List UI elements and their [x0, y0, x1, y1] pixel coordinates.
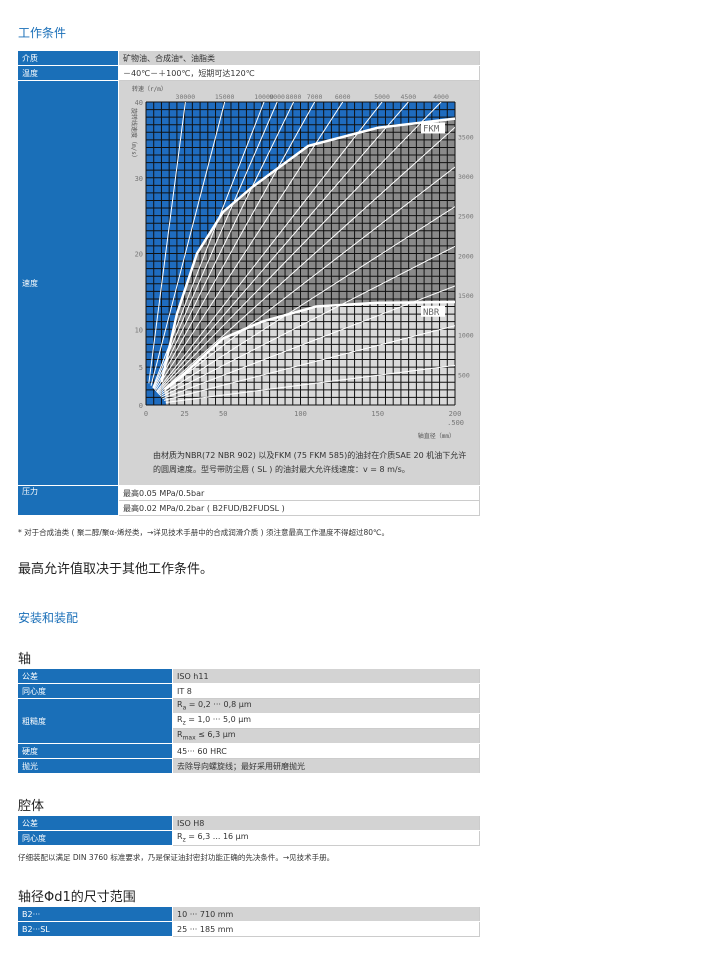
shaft-concentricity-value: IT 8: [172, 683, 480, 699]
rpm-line-5000: [155, 102, 383, 393]
rpm-right-label: 1500: [458, 292, 474, 300]
temperature-value: －40℃－＋100℃，短期可达120℃: [118, 65, 480, 81]
x-tick-label: 0: [144, 410, 148, 418]
housing-tolerance-value: ISO H8: [172, 816, 480, 831]
x-tick-label: 150: [371, 410, 384, 418]
y-tick-label: 5: [139, 364, 143, 372]
speed-caption: 由材质为NBR(72 NBR 902) 以及FKM (75 FKM 585)的油…: [153, 451, 467, 474]
rpm-top-label: 10000: [254, 93, 274, 101]
roughness-rmax: Rmax ≤ 6,3 μm: [172, 728, 480, 744]
roughness-rz: Rz = 1,0 ··· 5,0 μm: [172, 713, 480, 729]
medium-value: 矿物油、合成油*、油脂类: [118, 51, 480, 66]
conditions-table: 介质 矿物油、合成油*、油脂类 温度 －40℃－＋100℃，短期可达120℃ 速度 …: [18, 51, 480, 516]
x-extra-label: .500: [447, 419, 464, 427]
x-axis-label: 轴直径（mm）: [418, 432, 455, 440]
fkm-series-label: FKM: [423, 124, 440, 134]
y-tick-label: 10: [135, 326, 143, 334]
section-title-installation: 安装和装配: [18, 611, 79, 625]
speed-chart: FKM NBR 0 5 10 20 30 40 0 25 50 100 150 200.500 轴直径（mm…: [130, 85, 474, 440]
size-b2sl-label: B2···SL: [18, 921, 173, 937]
shaft-polish-value: 去除导向螺旋线；最好采用研磨抛光: [172, 758, 480, 774]
shaft-tolerance-value: ISO h11: [172, 669, 480, 684]
nbr-region: [164, 301, 455, 405]
rpm-top-label: 15000: [215, 93, 235, 101]
temperature-label: 温度: [18, 65, 119, 81]
footnote: * 对于合成油类 ( 聚二醇/聚α-烯烃类，→详见技术手册中的合成润滑介质 ) …: [18, 528, 389, 537]
x-tick-label: 50: [219, 410, 227, 418]
max-values-note: 最高允许值取决于其他工作条件。: [18, 562, 214, 577]
x-tick-label: 25: [180, 410, 188, 418]
shaft-polish-label: 抛光: [18, 758, 173, 774]
rpm-line-3000: [158, 166, 455, 396]
shaft-hardness-value: 45··· 60 HRC: [172, 743, 480, 759]
section-title-working-conditions: 工作条件: [18, 26, 67, 40]
shaft-roughness-label: 粗糙度: [18, 698, 173, 744]
rpm-top-label: 8000: [286, 93, 302, 101]
nbr-series-label: NBR: [423, 308, 440, 318]
rpm-line-500: [165, 364, 455, 403]
rpm-right-label: 1000: [458, 332, 474, 340]
y-tick-label: 30: [135, 175, 143, 183]
rpm-top-label: 6000: [335, 93, 351, 101]
rpm-line-7000: [154, 102, 316, 390]
rpm-axis-label: 转速（r/m）: [132, 85, 167, 93]
nbr-label-box: [421, 305, 446, 317]
rpm-top-label: 4000: [433, 93, 449, 101]
sizes-title: 轴径Φd1的尺寸范围: [18, 890, 136, 905]
rpm-line-2000: [160, 245, 455, 398]
rpm-line-2500: [159, 206, 455, 397]
rpm-right-label: 2000: [458, 252, 474, 260]
y-tick-label: 40: [135, 99, 143, 107]
rpm-top-label: 5000: [374, 93, 390, 101]
rpm-line-6000: [154, 102, 344, 391]
y-axis-label: 旋转线速度（m/s）: [130, 108, 138, 161]
shaft-table: 公差 ISO h11 同心度 IT 8 粗糙度 Ra = 0,2 ··· 0,8 μm…: [18, 669, 480, 774]
rpm-right-label: 3000: [458, 173, 474, 181]
shaft-title: 轴: [18, 652, 32, 667]
nbr-curve: [163, 300, 456, 391]
rpm-top-label: 7000: [307, 93, 323, 101]
rpm-line-8000: [153, 102, 294, 390]
size-b2-label: B2···: [18, 907, 173, 922]
y-tick-label: 0: [139, 402, 143, 410]
housing-concentricity-label: 同心度: [18, 830, 173, 846]
fkm-label-box: [421, 122, 446, 134]
rpm-top-label: 30000: [176, 93, 196, 101]
housing-title: 腔体: [18, 799, 45, 814]
speed-label: 速度: [18, 80, 119, 486]
rpm-line-1000: [163, 325, 455, 401]
shaft-tolerance-label: 公差: [18, 669, 173, 684]
rpm-line-4000: [157, 102, 442, 394]
housing-tolerance-label: 公差: [18, 816, 173, 831]
rpm-line-1500: [162, 285, 455, 400]
size-b2-value: 10 ··· 710 mm: [172, 907, 480, 922]
housing-table: 公差 ISO H8 同心度 Rz = 6,3 ... 16 µm: [18, 816, 480, 846]
rpm-right-label: 2500: [458, 213, 474, 221]
y-tick-label: 20: [135, 251, 143, 259]
fkm-curve: [160, 117, 456, 383]
rpm-right-label: 500: [458, 371, 470, 379]
pressure-value-1: 最高0.05 MPa/0.5bar: [118, 485, 480, 501]
roughness-ra: Ra = 0,2 ··· 0,8 μm: [172, 698, 480, 714]
rpm-right-label: 3500: [458, 133, 474, 141]
pressure-label: 压力: [18, 485, 119, 516]
sizes-table: B2··· 10 ··· 710 mm B2···SL 25 ··· 185 mm: [18, 907, 480, 937]
rpm-line-4500: [156, 102, 409, 393]
shaft-hardness-label: 硬度: [18, 743, 173, 759]
housing-concentricity-value: Rz = 6,3 ... 16 µm: [172, 830, 480, 846]
rpm-line-15000: [150, 102, 226, 386]
pressure-value-2: 最高0.02 MPa/0.2bar ( B2FUD/B2FUDSL ): [118, 500, 480, 516]
housing-note: 仔细装配以满足 DIN 3760 标准要求，乃是保证油封密封功能正确的先决条件。…: [18, 853, 335, 862]
x-tick-label: 100: [294, 410, 307, 418]
shaft-concentricity-label: 同心度: [18, 683, 173, 699]
x-tick-label: 200: [449, 410, 462, 418]
rpm-line-3500: [157, 126, 455, 395]
rpm-top-label: 9000: [269, 93, 285, 101]
rpm-line-30000: [148, 102, 186, 384]
rpm-top-label: 4500: [400, 93, 416, 101]
medium-label: 介质: [18, 51, 119, 66]
rpm-line-9000: [152, 102, 278, 389]
size-b2sl-value: 25 ··· 185 mm: [172, 921, 480, 937]
